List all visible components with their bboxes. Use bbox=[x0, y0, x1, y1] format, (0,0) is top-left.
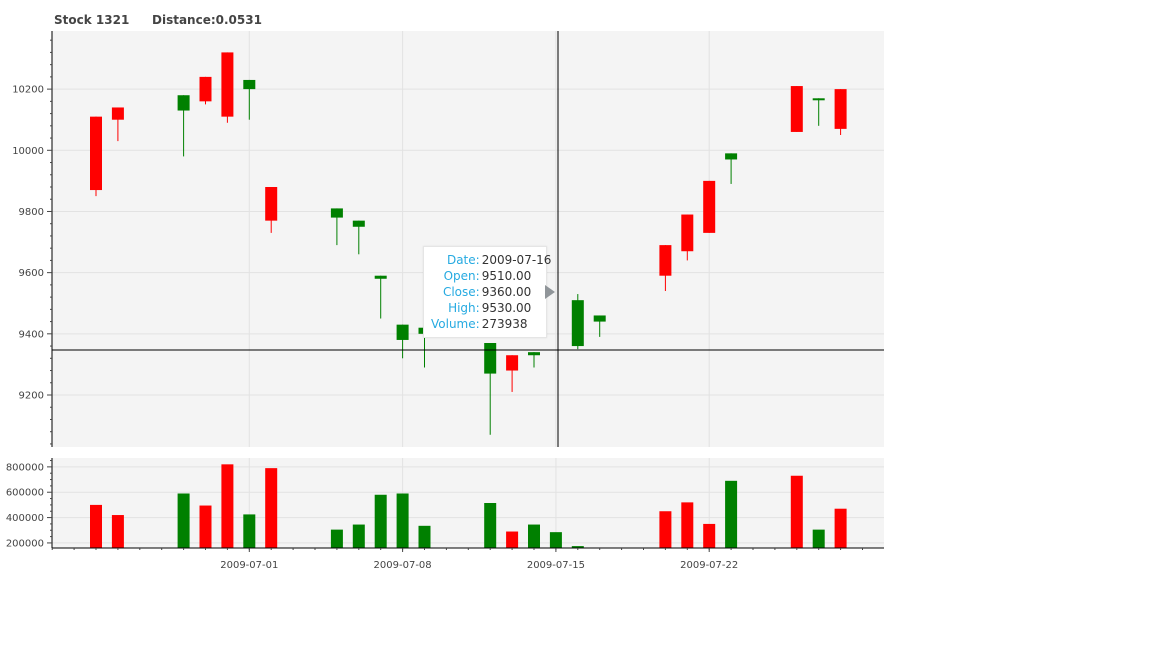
candle-body bbox=[90, 116, 102, 191]
x-tick-label: 2009-07-22 bbox=[680, 560, 738, 571]
price-y-tick-label: 9400 bbox=[19, 329, 44, 340]
x-tick-label: 2009-07-15 bbox=[527, 560, 585, 571]
volume-bar bbox=[243, 514, 256, 548]
tooltip-open-value: 9510.00 bbox=[481, 269, 532, 283]
volume-bar bbox=[790, 475, 803, 548]
tooltip-row-date: Date: 2009-07-16 bbox=[431, 252, 551, 268]
volume-bar bbox=[681, 502, 694, 548]
volume-bar bbox=[352, 524, 365, 548]
tooltip-high-value: 9530.00 bbox=[481, 301, 532, 315]
candle-body bbox=[790, 86, 803, 132]
candle-body bbox=[221, 52, 234, 117]
volume-panel bbox=[52, 458, 884, 548]
x-tick-label: 2009-07-01 bbox=[220, 560, 278, 571]
candle-body bbox=[374, 275, 387, 279]
candle-body bbox=[111, 107, 124, 120]
tooltip-pointer-icon bbox=[545, 285, 555, 299]
tooltip-high-key: High: bbox=[448, 301, 480, 315]
x-tick-label: 2009-07-08 bbox=[374, 560, 432, 571]
tooltip-close-value: 9360.00 bbox=[481, 285, 532, 299]
tooltip-row-volume: Volume: 273938 bbox=[431, 316, 551, 332]
candle-body bbox=[593, 315, 606, 322]
date-x-axis: 2009-07-01 2009-07-08 2009-07-15 2009-07-22 bbox=[51, 547, 884, 571]
volume-bar bbox=[528, 524, 540, 548]
tooltip-date-value: 2009-07-16 bbox=[481, 253, 552, 267]
price-panel bbox=[52, 31, 884, 447]
candle-body bbox=[352, 220, 365, 227]
candle-body bbox=[243, 79, 256, 90]
price-y-tick-label: 10000 bbox=[12, 146, 44, 157]
volume-bar bbox=[812, 529, 825, 548]
price-y-tick-label: 9800 bbox=[19, 207, 44, 218]
price-y-tick-label: 9600 bbox=[19, 268, 44, 279]
candle-body bbox=[484, 343, 497, 374]
candle-body bbox=[812, 98, 825, 101]
volume-bars bbox=[90, 464, 847, 548]
tooltip-open-key: Open: bbox=[443, 269, 480, 283]
volume-bar bbox=[330, 529, 343, 548]
volume-bar bbox=[199, 505, 212, 548]
candle-body bbox=[703, 180, 716, 233]
tooltip-row-close: Close: 9360.00 bbox=[431, 284, 551, 300]
candle-body bbox=[265, 187, 278, 221]
candle-body bbox=[177, 95, 190, 111]
volume-bar bbox=[265, 468, 278, 548]
price-y-tick-label: 9200 bbox=[19, 391, 44, 402]
hover-tooltip: Date: 2009-07-16 Open: 9510.00 Close: 9360.… bbox=[423, 246, 551, 338]
volume-bar bbox=[90, 504, 102, 548]
distance-title: Distance:0.0531 bbox=[152, 13, 262, 27]
volume-y-tick-label: 200000 bbox=[6, 538, 44, 549]
volume-bar bbox=[834, 508, 847, 548]
stock-title: Stock 1321 bbox=[54, 13, 129, 27]
candle-body bbox=[199, 76, 212, 102]
volume-bar bbox=[725, 480, 738, 548]
candle-body bbox=[571, 300, 584, 347]
price-candles bbox=[90, 52, 847, 435]
volume-bar bbox=[703, 523, 716, 548]
volume-bar bbox=[549, 532, 562, 548]
candle-body bbox=[659, 245, 672, 276]
price-y-axis: 9200 9400 9600 9800 10000 10200 bbox=[12, 31, 53, 447]
tooltip-date-key: Date: bbox=[446, 253, 480, 267]
candle-body bbox=[725, 153, 738, 160]
volume-bar bbox=[221, 464, 234, 548]
candle-body bbox=[506, 355, 519, 371]
volume-bar bbox=[484, 503, 497, 548]
volume-grid bbox=[52, 458, 884, 548]
volume-bar bbox=[111, 515, 124, 548]
price-y-tick-label: 10200 bbox=[12, 85, 44, 96]
tooltip-table: Date: 2009-07-16 Open: 9510.00 Close: 9360.… bbox=[431, 252, 551, 332]
volume-y-tick-label: 800000 bbox=[6, 462, 44, 473]
volume-bar bbox=[659, 511, 672, 548]
volume-y-tick-label: 600000 bbox=[6, 488, 44, 499]
volume-bar bbox=[506, 531, 519, 548]
candle-body bbox=[396, 324, 409, 340]
tooltip-close-key: Close: bbox=[442, 285, 480, 299]
tooltip-volume-value: 273938 bbox=[481, 317, 528, 331]
volume-bar bbox=[418, 525, 431, 548]
tooltip-volume-key: Volume: bbox=[431, 317, 480, 331]
candle-body bbox=[834, 89, 847, 129]
candle-body bbox=[330, 208, 343, 218]
volume-bar bbox=[177, 493, 190, 548]
tooltip-row-open: Open: 9510.00 bbox=[431, 268, 551, 284]
volume-bar bbox=[396, 493, 409, 548]
volume-y-tick-label: 400000 bbox=[6, 513, 44, 524]
tooltip-row-high: High: 9530.00 bbox=[431, 300, 551, 316]
candle-body bbox=[681, 214, 694, 252]
volume-y-axis: 200000 400000 600000 800000 bbox=[6, 458, 53, 549]
volume-bar bbox=[374, 494, 387, 548]
volume-bar bbox=[571, 546, 584, 548]
candle-body bbox=[528, 352, 540, 356]
